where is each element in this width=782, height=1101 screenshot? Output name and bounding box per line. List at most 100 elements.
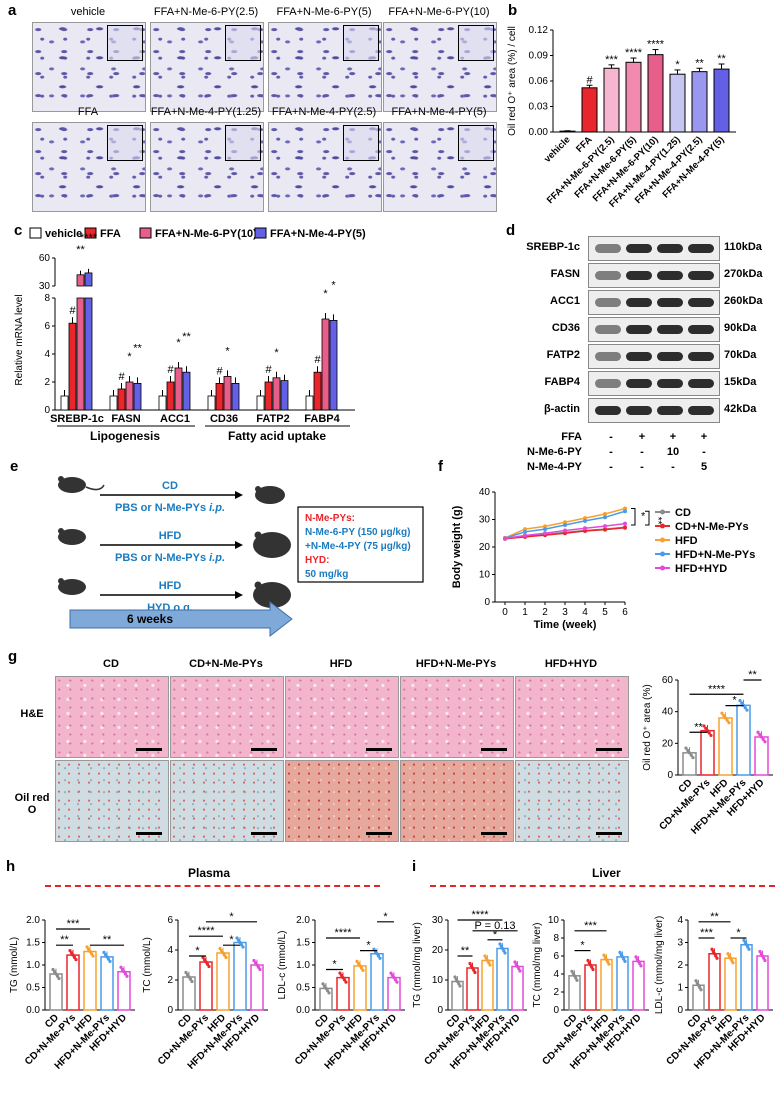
bar bbox=[100, 956, 114, 1011]
data-point bbox=[253, 961, 258, 965]
chart-f: 0 10 20 30 40 0 1 2 3 4 5 6 Time (week) Body weight (… bbox=[451, 487, 755, 631]
y-tick-label: 0.00 bbox=[529, 127, 549, 138]
data-point bbox=[359, 966, 364, 970]
data-point bbox=[707, 731, 711, 735]
blot-band bbox=[626, 298, 652, 307]
legend-swatch bbox=[84, 227, 97, 239]
data-point bbox=[607, 962, 611, 966]
y-tick-label: 60 bbox=[39, 253, 51, 264]
treatment-cell: - bbox=[609, 461, 613, 473]
data-point bbox=[327, 991, 331, 995]
data-point bbox=[119, 965, 123, 969]
y-tick-label: 10 bbox=[548, 915, 560, 926]
data-point bbox=[575, 978, 579, 982]
legend-swatch bbox=[29, 227, 42, 239]
legend-swatch bbox=[254, 227, 267, 239]
treatment-cell: + bbox=[669, 431, 677, 443]
sig-label: # bbox=[265, 364, 272, 376]
sig-label: **** bbox=[708, 683, 726, 695]
data-point bbox=[543, 531, 547, 536]
data-point bbox=[224, 955, 228, 960]
data-point bbox=[603, 515, 607, 520]
data-point bbox=[256, 965, 261, 969]
panel-d-label: d bbox=[506, 222, 516, 239]
data-point bbox=[563, 523, 567, 527]
data-point bbox=[705, 729, 710, 733]
y-axis-label: TG (mmol/mg liver) bbox=[412, 922, 423, 1008]
data-point bbox=[222, 953, 227, 957]
blot-kda-label: 90kDa bbox=[724, 322, 757, 334]
bar bbox=[691, 71, 708, 133]
bar bbox=[756, 955, 769, 1011]
data-point bbox=[722, 714, 726, 718]
data-point bbox=[390, 973, 395, 977]
dose-l1: N-Me-PYs: bbox=[305, 513, 355, 524]
duration: 6 weeks bbox=[127, 612, 173, 626]
data-point bbox=[720, 711, 724, 715]
bar bbox=[305, 395, 314, 411]
y-axis-label: Relative mRNA level bbox=[14, 294, 25, 385]
histology-row-label: H&E bbox=[20, 708, 44, 720]
y-tick-label: 0.0 bbox=[26, 1005, 40, 1016]
bar bbox=[713, 68, 730, 133]
data-point bbox=[583, 516, 587, 521]
mouse-icon bbox=[58, 528, 86, 545]
data-point bbox=[324, 986, 328, 990]
data-point bbox=[740, 701, 744, 705]
sig-label: # bbox=[216, 365, 223, 377]
y-tick-label: 8 bbox=[44, 293, 50, 304]
y-tick-label: 0 bbox=[677, 1005, 683, 1016]
y-tick-label: 1 bbox=[677, 983, 683, 994]
bar bbox=[199, 961, 213, 1011]
data-point bbox=[518, 969, 522, 973]
blot-protein-label: FATP2 bbox=[546, 349, 580, 361]
x-tick-label: 4 bbox=[582, 607, 588, 618]
group1-treat: PBS or N-Me-PYs i.p. bbox=[115, 502, 225, 514]
micrograph bbox=[150, 122, 264, 212]
blot-band bbox=[626, 244, 652, 253]
blot-band bbox=[595, 298, 621, 307]
sig-label: *** bbox=[584, 920, 598, 932]
sig-label: * bbox=[366, 940, 371, 952]
oil-red-o-image bbox=[55, 760, 169, 842]
blot-band bbox=[688, 271, 714, 280]
x-tick-label: FABP4 bbox=[304, 413, 340, 425]
scale-bar bbox=[481, 748, 507, 751]
blot-kda-label: 260kDa bbox=[724, 295, 763, 307]
blot-strip bbox=[588, 236, 720, 261]
dose-box bbox=[297, 506, 424, 583]
sig-bracket bbox=[645, 510, 650, 526]
data-point bbox=[458, 984, 462, 988]
bar bbox=[117, 971, 131, 1011]
blot-protein-label: CD36 bbox=[551, 322, 580, 334]
y-tick-label: 0 bbox=[553, 1005, 559, 1016]
sig-label: * bbox=[383, 911, 388, 923]
bar bbox=[724, 957, 737, 1011]
blot-band bbox=[626, 325, 652, 334]
data-point bbox=[583, 518, 587, 523]
sig-label: *** bbox=[67, 918, 81, 930]
data-point bbox=[69, 951, 74, 955]
y-tick-label: 2.0 bbox=[26, 915, 40, 926]
data-point bbox=[238, 940, 242, 945]
dose-l2: N-Me-6-PY (150 μg/kg) bbox=[305, 527, 410, 538]
y-tick-label: 6 bbox=[167, 915, 173, 926]
y-axis-label: TC (mmol/mg liver) bbox=[532, 923, 543, 1008]
data-point bbox=[235, 936, 239, 940]
y-tick-label: 10 bbox=[479, 570, 491, 581]
data-point bbox=[473, 970, 477, 975]
y-tick-label: 2 bbox=[677, 960, 683, 971]
data-point bbox=[689, 753, 693, 757]
panel-f-label: f bbox=[438, 458, 443, 475]
y-tick-label: 10 bbox=[432, 975, 444, 986]
data-point bbox=[221, 951, 225, 955]
panel-i-label: i bbox=[412, 858, 417, 875]
data-point bbox=[756, 730, 760, 734]
data-point bbox=[758, 733, 762, 737]
blot-band bbox=[688, 244, 714, 253]
data-point bbox=[122, 970, 126, 974]
y-tick-label: 0 bbox=[44, 405, 50, 416]
y-tick-label: 30 bbox=[39, 281, 51, 292]
data-point bbox=[523, 527, 527, 532]
